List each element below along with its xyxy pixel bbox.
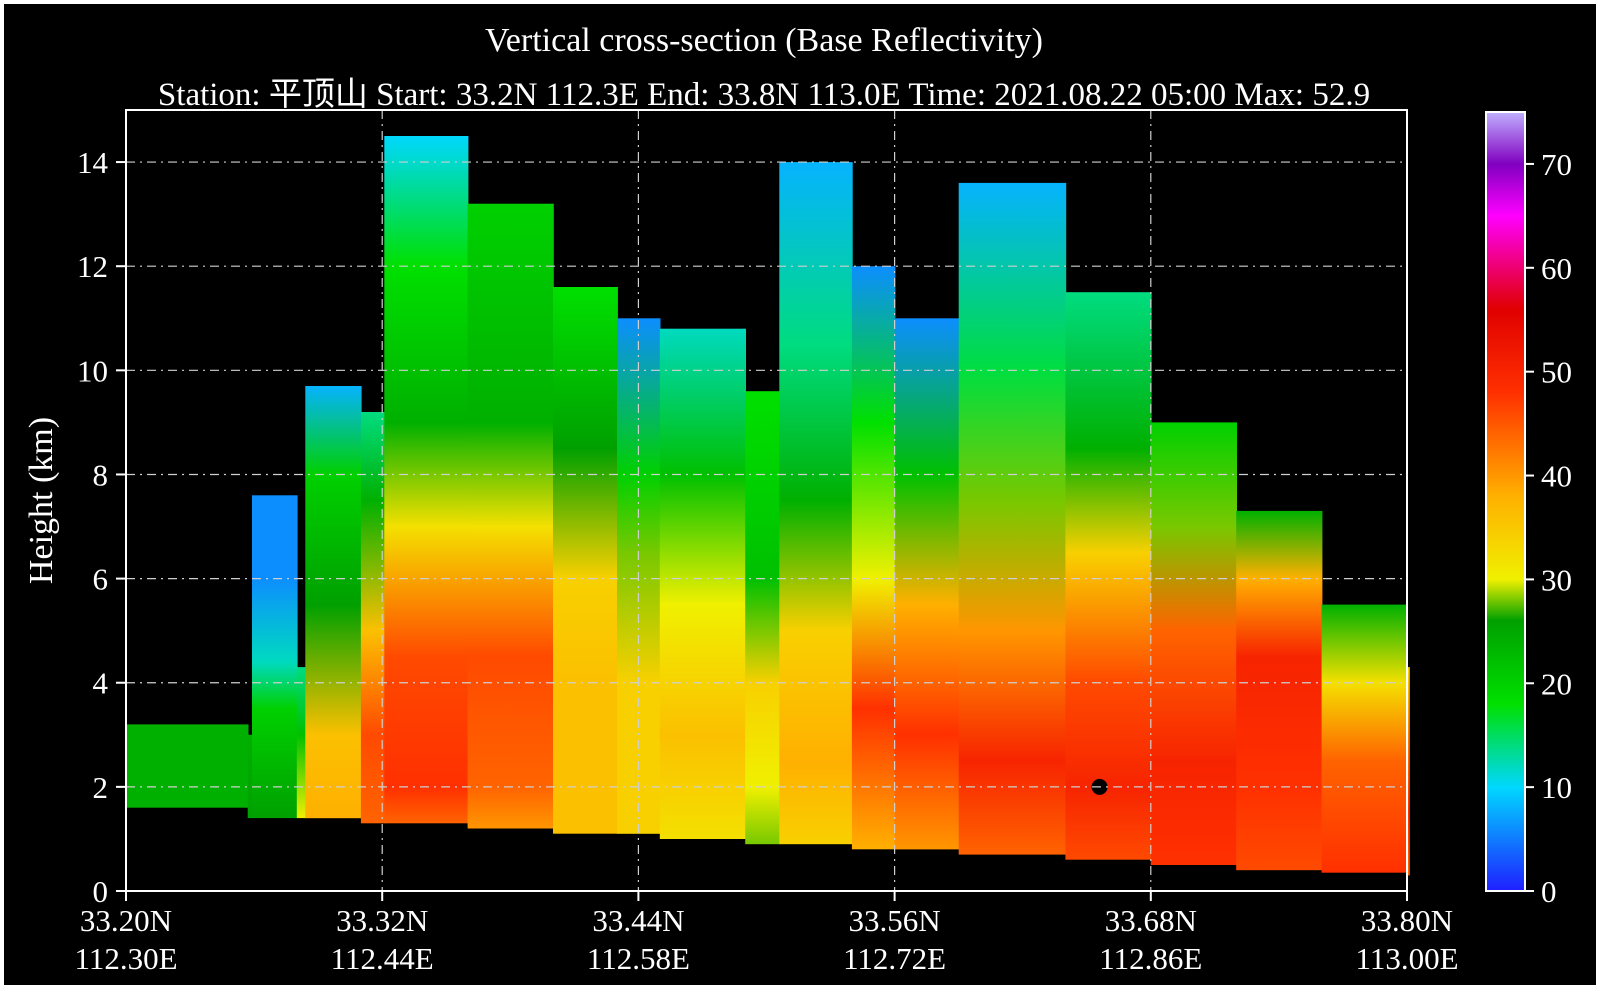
plot-border [125, 109, 1408, 892]
echo-column [1236, 510, 1323, 871]
echo-column [1065, 292, 1152, 860]
x-tick-label-lat: 33.20N [80, 903, 172, 938]
y-tick-label: 8 [93, 457, 109, 492]
echo-column [851, 266, 896, 850]
echo-column [384, 136, 469, 824]
echo-column [305, 386, 362, 819]
colorbar: 0 10 20 30 40 50 60 70 [1485, 111, 1572, 909]
echo-column [247, 734, 253, 819]
x-tick-label-lon: 112.58E [587, 941, 690, 976]
x-tick-label-lat: 33.56N [849, 903, 941, 938]
echo-column [894, 318, 960, 850]
echo-column [553, 287, 618, 834]
colorbar-tick-label: 50 [1541, 355, 1572, 390]
x-tick-label-lon: 112.86E [1099, 941, 1202, 976]
grid-layer [126, 110, 1407, 891]
y-tick-label: 10 [77, 353, 108, 388]
y-tick-label: 0 [93, 874, 109, 909]
colorbar-tick-label: 0 [1541, 874, 1557, 909]
echo-column [1407, 667, 1410, 876]
echo-column [1321, 604, 1408, 873]
echo-column [745, 391, 781, 845]
chart-subtitle: Station: 平顶山 Start: 33.2N 112.3E End: 33… [157, 77, 1371, 113]
echo-column [779, 162, 853, 845]
echo-column [659, 328, 746, 839]
y-tick-label: 2 [93, 770, 109, 805]
chart-title: Vertical cross-section (Base Reflectivit… [485, 22, 1043, 59]
colorbar-tick-label: 60 [1541, 251, 1572, 286]
y-tick-label: 14 [77, 145, 109, 180]
echo-layer [126, 136, 1410, 876]
echo-column [467, 203, 554, 829]
colorbar-tick-label: 70 [1541, 147, 1572, 182]
colorbar-tick-label: 30 [1541, 562, 1572, 597]
echo-column [296, 667, 307, 819]
x-tick-label-lon: 112.30E [74, 941, 177, 976]
x-tick-label-lat: 33.68N [1105, 903, 1197, 938]
y-axis-label: Height (km) [23, 417, 60, 584]
x-tick-label-lat: 33.32N [336, 903, 428, 938]
y-tick-label: 12 [77, 249, 108, 284]
echo-column [360, 412, 386, 824]
echo-column [958, 182, 1067, 855]
colorbar-tick-label: 40 [1541, 459, 1572, 494]
echo-column [1150, 422, 1237, 865]
x-tick-label-lon: 112.72E [843, 941, 946, 976]
echo-column [252, 495, 298, 819]
x-tick-label-lon: 112.44E [331, 941, 434, 976]
y-tick-label: 6 [93, 562, 109, 597]
y-tick-label: 4 [93, 666, 109, 701]
echo-column [126, 724, 249, 808]
colorbar-tick-label: 10 [1541, 770, 1572, 805]
x-tick-label-lat: 33.44N [592, 903, 684, 938]
x-tick-label-lon: 113.00E [1355, 941, 1458, 976]
colorbar-tick-label: 20 [1541, 666, 1572, 701]
x-tick-label-lat: 33.80N [1361, 903, 1453, 938]
colorbar-gradient [1485, 111, 1526, 892]
